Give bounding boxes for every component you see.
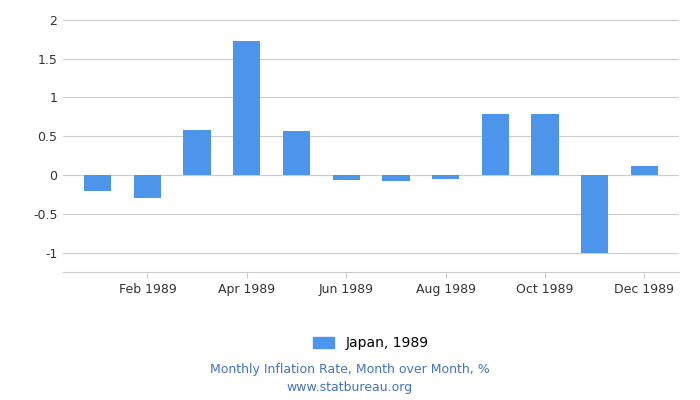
Bar — [233, 41, 260, 175]
Text: www.statbureau.org: www.statbureau.org — [287, 382, 413, 394]
Bar — [283, 131, 310, 175]
Bar — [183, 130, 211, 175]
Bar — [581, 175, 608, 252]
Bar — [134, 175, 161, 198]
Bar — [631, 166, 658, 175]
Bar — [84, 175, 111, 190]
Bar — [531, 114, 559, 175]
Bar — [432, 175, 459, 179]
Bar — [382, 175, 410, 181]
Legend: Japan, 1989: Japan, 1989 — [308, 331, 434, 356]
Bar — [482, 114, 509, 175]
Text: Monthly Inflation Rate, Month over Month, %: Monthly Inflation Rate, Month over Month… — [210, 364, 490, 376]
Bar — [332, 175, 360, 180]
